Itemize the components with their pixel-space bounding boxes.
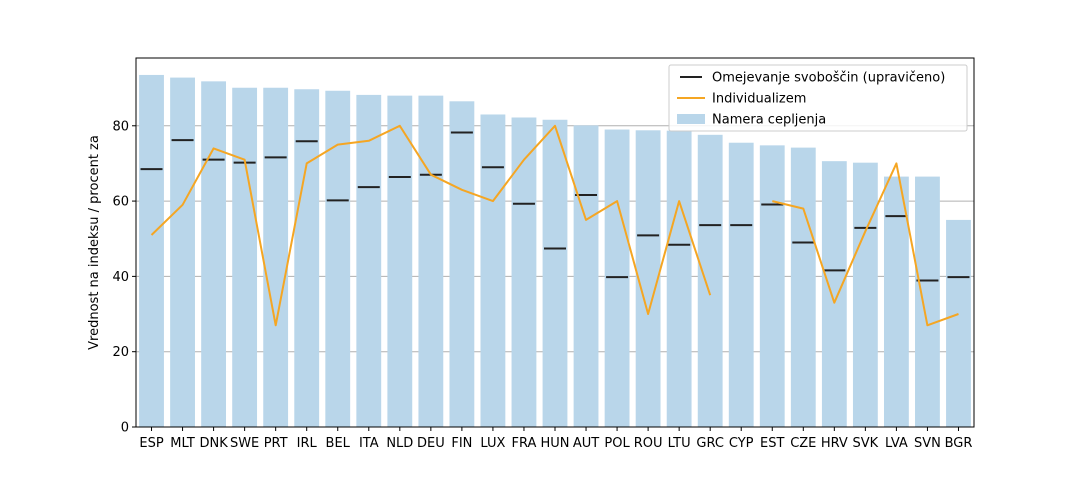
x-tick-label: BGR: [945, 436, 973, 451]
bar-deu: [418, 95, 444, 427]
x-tick-label: HUN: [540, 436, 569, 451]
y-tick-label: 80: [112, 119, 129, 134]
bar-lux: [480, 114, 506, 428]
y-tick-label: 20: [112, 345, 129, 360]
x-tick-label: LVA: [885, 436, 908, 451]
bar-irl: [294, 89, 320, 427]
bar-lva: [883, 176, 909, 427]
x-tick-label: MLT: [170, 436, 195, 451]
legend-swatch-bar: [677, 114, 705, 124]
bar-esp: [139, 74, 164, 427]
legend-box: [668, 64, 968, 132]
legend-label: Omejevanje svoboščin (upravičeno): [712, 71, 945, 86]
x-tick-label: AUT: [573, 436, 599, 451]
x-axis: ESP MLT DNK SWE PRT IRL BEL ITA NLD DEU FIN LUX FRA H…: [139, 427, 972, 451]
y-axis-label: Vrednost na indeksu / procent za: [87, 135, 102, 350]
bar-prt: [263, 87, 289, 428]
bar-bgr: [946, 219, 971, 427]
bar-bel: [325, 90, 351, 427]
y-axis: 0 20 40 60 80: [112, 119, 136, 436]
x-tick-label: LTU: [668, 436, 691, 451]
bar-ita: [356, 94, 382, 428]
x-tick-label: HRV: [821, 436, 848, 451]
bar-series: [139, 74, 971, 428]
bar-ltu: [666, 130, 692, 427]
x-tick-label: CZE: [790, 436, 816, 451]
bar-nld: [387, 95, 413, 427]
marker-series: [140, 131, 970, 282]
x-tick-label: EST: [760, 436, 784, 451]
bar-svk: [852, 162, 878, 427]
legend-label: Namera cepljenja: [712, 113, 826, 128]
x-tick-label: FIN: [451, 436, 472, 451]
x-tick-label: ESP: [139, 436, 163, 451]
bar-hrv: [821, 161, 847, 428]
x-tick-label: POL: [604, 436, 630, 451]
bar-hun: [542, 119, 568, 427]
legend: Omejevanje svoboščin (upravičeno) Individ…: [668, 64, 968, 132]
bar-est: [759, 145, 785, 427]
x-tick-label: SWE: [230, 436, 259, 451]
bar-cze: [790, 147, 816, 427]
x-tick-label: CYP: [729, 436, 754, 451]
bar-svn: [915, 176, 940, 427]
x-tick-label: SVN: [914, 436, 941, 451]
x-tick-label: DEU: [417, 436, 445, 451]
legend-label: Individualizem: [712, 92, 806, 107]
bar-pol: [604, 129, 630, 427]
x-tick-label: ROU: [634, 436, 663, 451]
x-tick-label: FRA: [512, 436, 537, 451]
x-tick-label: BEL: [326, 436, 351, 451]
x-tick-label: DNK: [199, 436, 228, 451]
bar-fin: [449, 101, 475, 427]
y-tick-label: 40: [112, 270, 129, 285]
x-tick-label: NLD: [386, 436, 413, 451]
x-tick-label: GRC: [696, 436, 724, 451]
bar-cyp: [728, 142, 754, 427]
x-tick-label: IRL: [297, 436, 318, 451]
bar-rou: [635, 130, 661, 427]
x-tick-label: ITA: [359, 436, 379, 451]
bar-mlt: [170, 77, 195, 427]
individualism-line-segment: [150, 124, 712, 327]
x-tick-label: LUX: [480, 436, 505, 451]
individualism-line-segment: [772, 162, 959, 327]
x-tick-label: SVK: [853, 436, 879, 451]
x-tick-label: PRT: [264, 436, 288, 451]
line-series: [150, 124, 959, 327]
y-tick-label: 0: [121, 421, 129, 436]
bar-fra: [511, 117, 537, 428]
bar-aut: [573, 125, 599, 427]
bar-grc: [697, 134, 723, 427]
y-tick-label: 60: [112, 195, 129, 210]
bar-dnk: [201, 81, 227, 427]
bar-swe: [232, 87, 258, 428]
